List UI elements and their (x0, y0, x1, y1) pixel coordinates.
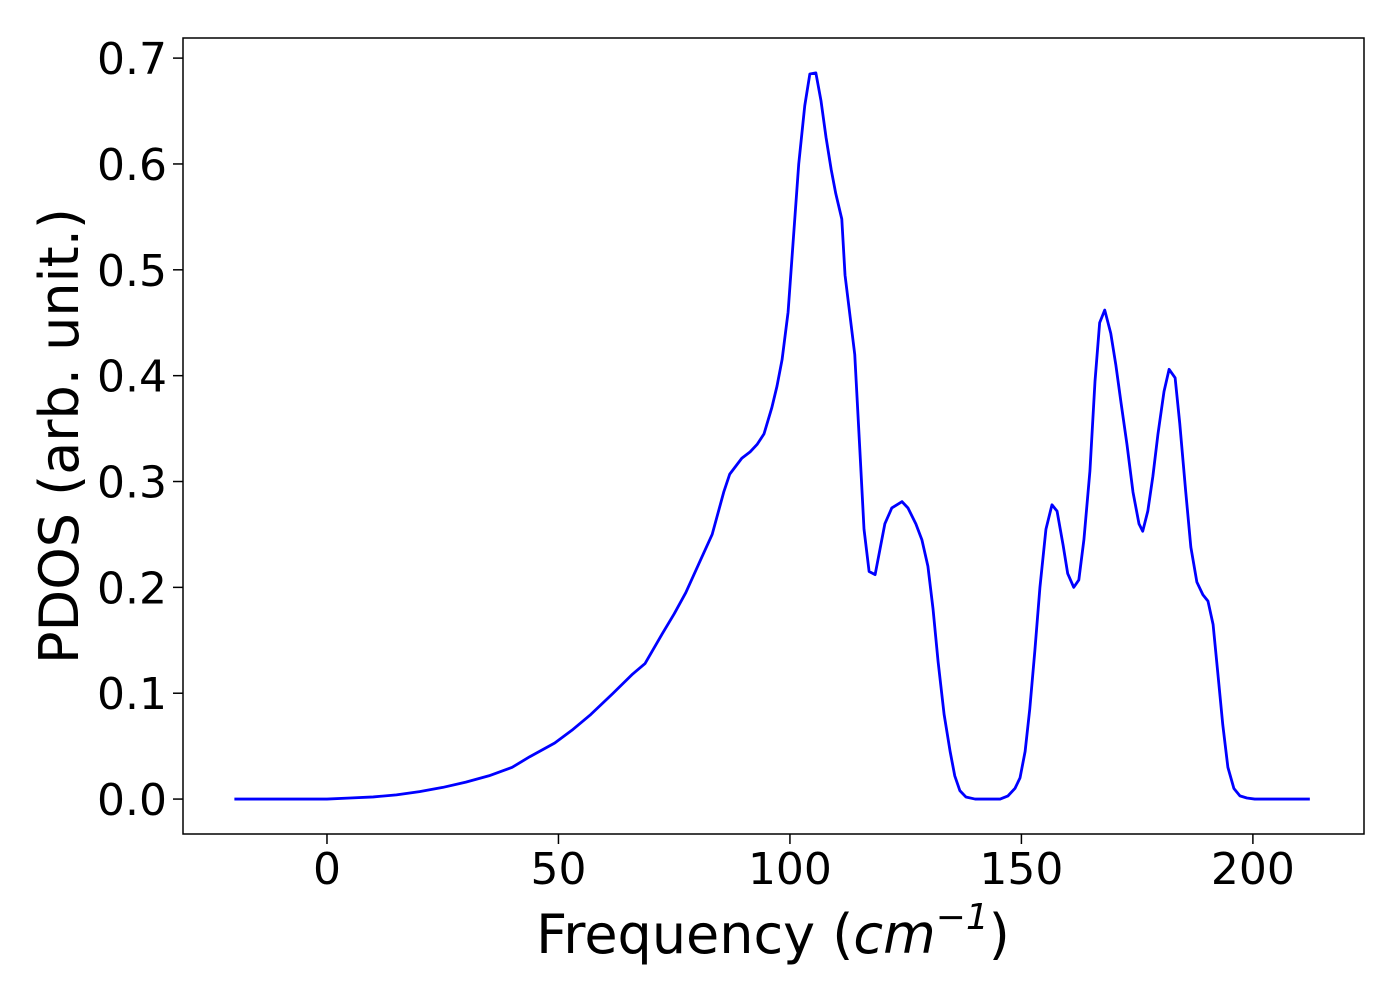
x-tick-label: 50 (530, 844, 586, 895)
x-tick-label: 0 (313, 844, 341, 895)
plot-frame (182, 37, 1365, 835)
y-tick-label: 0.6 (97, 140, 167, 191)
x-label-unit: cm (853, 903, 935, 966)
y-tick-label: 0.7 (97, 34, 167, 85)
pdos-line (234, 71, 1310, 801)
x-label-text: Frequency ( (536, 903, 853, 966)
x-label-text: ) (989, 903, 1010, 966)
y-tick-label: 0.5 (97, 246, 167, 297)
x-tick-label: 100 (748, 844, 832, 895)
y-tick-label: 0.2 (97, 563, 167, 614)
y-tick-label: 0.0 (97, 775, 167, 826)
y-tick-label: 0.3 (97, 458, 167, 509)
y-tick-label: 0.4 (97, 352, 167, 403)
x-tick-label: 150 (979, 844, 1063, 895)
y-axis-label: PDOS (arb. unit.) (28, 208, 91, 664)
x-tick-label: 200 (1211, 844, 1295, 895)
x-label-exponent: −1 (936, 897, 989, 938)
x-axis-label: Frequency (cm−1) (536, 897, 1010, 966)
y-tick-label: 0.1 (97, 669, 167, 720)
